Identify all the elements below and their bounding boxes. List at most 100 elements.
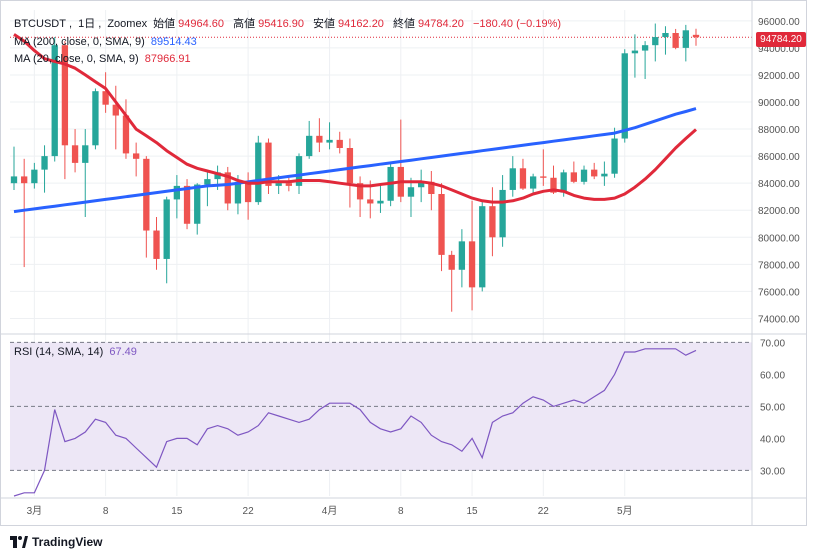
candle [41, 145, 48, 193]
candle [692, 28, 700, 46]
candle-body [10, 176, 18, 184]
rsi-legend[interactable]: RSI (14, SMA, 14) 67.49 [14, 346, 140, 359]
price-tick-label: 82000.00 [758, 206, 800, 217]
change-value: −180.40 (−0.19%) [472, 18, 562, 30]
candle [132, 142, 140, 177]
candle [122, 99, 130, 159]
candle [71, 129, 79, 173]
candle-body [51, 45, 58, 157]
candle [458, 229, 466, 288]
high-value: 95416.90 [258, 18, 304, 30]
candle-body [21, 176, 28, 184]
candle-body [204, 179, 211, 185]
time-tick-label: 22 [243, 506, 255, 517]
candle [418, 169, 425, 203]
candle [601, 161, 608, 186]
candle-body [173, 185, 181, 200]
time-tick-label: 8 [103, 506, 109, 517]
candle [244, 172, 252, 220]
low-value: 94162.20 [338, 18, 384, 30]
candle [173, 175, 181, 219]
rsi-tick-label: 70.00 [760, 338, 785, 349]
current-price-badge: 94784.20 [756, 32, 806, 47]
time-axis[interactable]: 3月 8 15 22 4月 8 15 22 5月 [27, 505, 633, 517]
candle-body [316, 135, 323, 143]
candle-body [336, 139, 343, 148]
candle [163, 196, 170, 284]
rsi-axis[interactable]: 30.00 40.00 50.00 60.00 70.00 [760, 338, 785, 477]
candle-body [112, 104, 119, 116]
price-tick-label: 96000.00 [758, 17, 800, 28]
candle-body [418, 181, 425, 188]
candle [377, 185, 384, 213]
candle-body [346, 148, 354, 184]
candle-body [122, 115, 130, 154]
candle-body [560, 172, 567, 193]
candle-body [377, 200, 384, 204]
candle-body [244, 181, 252, 203]
candle-body [479, 206, 486, 288]
rsi-tick-label: 30.00 [760, 466, 785, 477]
candle [631, 34, 639, 78]
candle [356, 176, 364, 217]
candle-body [428, 181, 435, 194]
candle-body [61, 45, 69, 146]
candle-body [295, 156, 303, 186]
candle-body [275, 183, 282, 186]
ma200-legend[interactable]: MA (200, close, 0, SMA, 9) 89514.43 [14, 36, 200, 49]
candle [641, 41, 649, 79]
candle-body [31, 169, 38, 184]
candle-body [356, 183, 364, 200]
candle-body [367, 199, 374, 204]
price-tick-label: 80000.00 [758, 233, 800, 244]
ma20-label: MA (20, close, 0, SMA, 9) [14, 53, 139, 65]
candle-body [550, 177, 557, 193]
open-label: 始値 [153, 18, 176, 30]
candle-body [234, 181, 242, 204]
candle-body [153, 230, 160, 259]
candle-body [509, 168, 516, 190]
candle [570, 161, 578, 184]
candle-body [71, 145, 79, 163]
price-tick-label: 76000.00 [758, 287, 800, 298]
candle [255, 135, 262, 205]
high-label: 高値 [233, 18, 256, 30]
ma20-line [13, 33, 697, 204]
rsi-series [13, 348, 697, 497]
candle-body [458, 241, 466, 270]
price-tick-label: 74000.00 [758, 314, 800, 325]
price-tick-label: 88000.00 [758, 125, 800, 136]
symbol-name[interactable]: BTCUSDT [14, 18, 66, 30]
price-axis[interactable]: 74000.00 76000.00 78000.00 80000.00 82000.00… [758, 17, 800, 326]
ma200-value: 89514.43 [150, 36, 197, 48]
candle [479, 202, 486, 292]
candle [265, 138, 272, 194]
candle [448, 250, 455, 312]
candle [529, 173, 537, 194]
candle-body [194, 184, 201, 224]
candle-body [591, 169, 598, 177]
candle-body [540, 176, 547, 178]
interval-label[interactable]: 1日 [78, 18, 96, 30]
ma20-legend[interactable]: MA (20, close, 0, SMA, 9) 87966.91 [14, 53, 194, 66]
candle [580, 165, 588, 185]
candle [143, 156, 150, 258]
rsi-tick-label: 50.00 [760, 402, 785, 413]
candle-body [448, 254, 455, 270]
tradingview-logo[interactable]: TradingView [10, 535, 102, 549]
candle-body [621, 53, 628, 139]
candle-body [306, 135, 313, 157]
candle [407, 177, 415, 217]
candle-body [285, 183, 292, 186]
candle [682, 24, 689, 62]
time-tick-label: 15 [171, 506, 183, 517]
exchange-label: Zoomex [107, 18, 148, 30]
candle-body [82, 145, 89, 163]
candle [306, 120, 313, 159]
candle-body [224, 172, 231, 204]
candle [672, 28, 679, 50]
candle-body [265, 142, 272, 186]
candle-body [652, 37, 659, 46]
time-tick-label: 3月 [27, 505, 43, 517]
